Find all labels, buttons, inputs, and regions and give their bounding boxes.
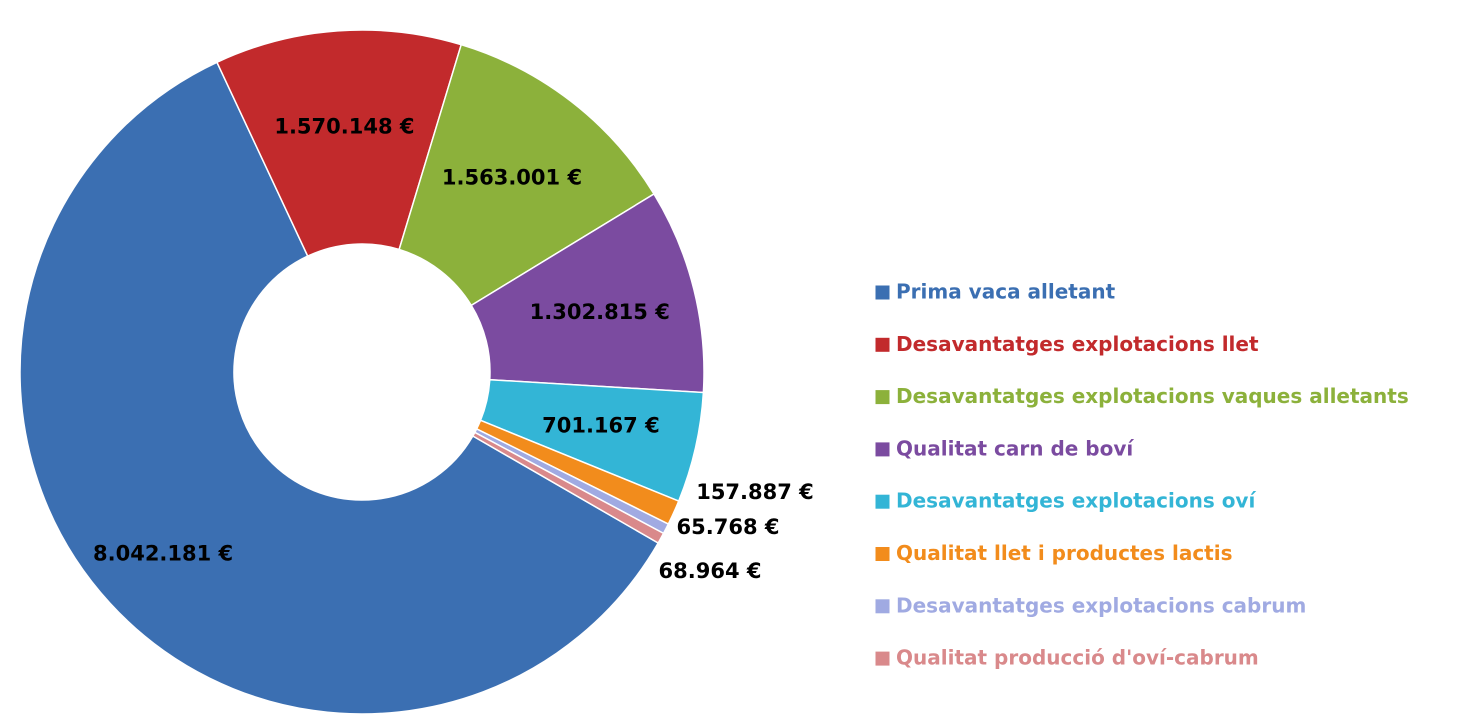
data-label: 8.042.181 €: [93, 542, 233, 566]
legend-swatch: [874, 336, 891, 353]
legend-label: Desavantatges explotacions llet: [896, 332, 1259, 356]
donut-slice: [398, 43, 656, 307]
data-label: 1.563.001 €: [442, 165, 582, 189]
donut-slice: [470, 192, 705, 394]
donut-slice: [215, 29, 463, 258]
data-label: 1.302.815 €: [530, 300, 670, 324]
legend-label: Qualitat llet i productes lactis: [896, 541, 1233, 565]
legend-label: Desavantatges explotacions oví: [896, 489, 1256, 513]
legend-label: Desavantatges explotacions cabrum: [896, 593, 1306, 617]
data-label: 1.570.148 €: [274, 115, 414, 139]
legend-swatch: [874, 650, 891, 667]
data-label: 65.768 €: [677, 515, 780, 539]
legend-swatch: [874, 389, 891, 406]
legend-swatch: [874, 598, 891, 615]
legend-swatch: [874, 441, 891, 458]
legend-label: Prima vaca alletant: [896, 280, 1116, 304]
donut-slice: [471, 431, 665, 545]
data-label: 157.887 €: [696, 480, 814, 504]
legend-swatch: [874, 284, 891, 301]
legend-swatch: [874, 493, 891, 510]
data-label: 68.964 €: [659, 559, 762, 583]
donut-slice: [19, 61, 660, 715]
legend-label: Qualitat producció d'oví-cabrum: [896, 646, 1259, 670]
data-label: 701.167 €: [542, 413, 660, 437]
legend-label: Desavantatges explotacions vaques alleta…: [896, 384, 1409, 408]
legend-label: Qualitat carn de boví: [896, 436, 1134, 460]
legend-swatch: [874, 546, 891, 562]
